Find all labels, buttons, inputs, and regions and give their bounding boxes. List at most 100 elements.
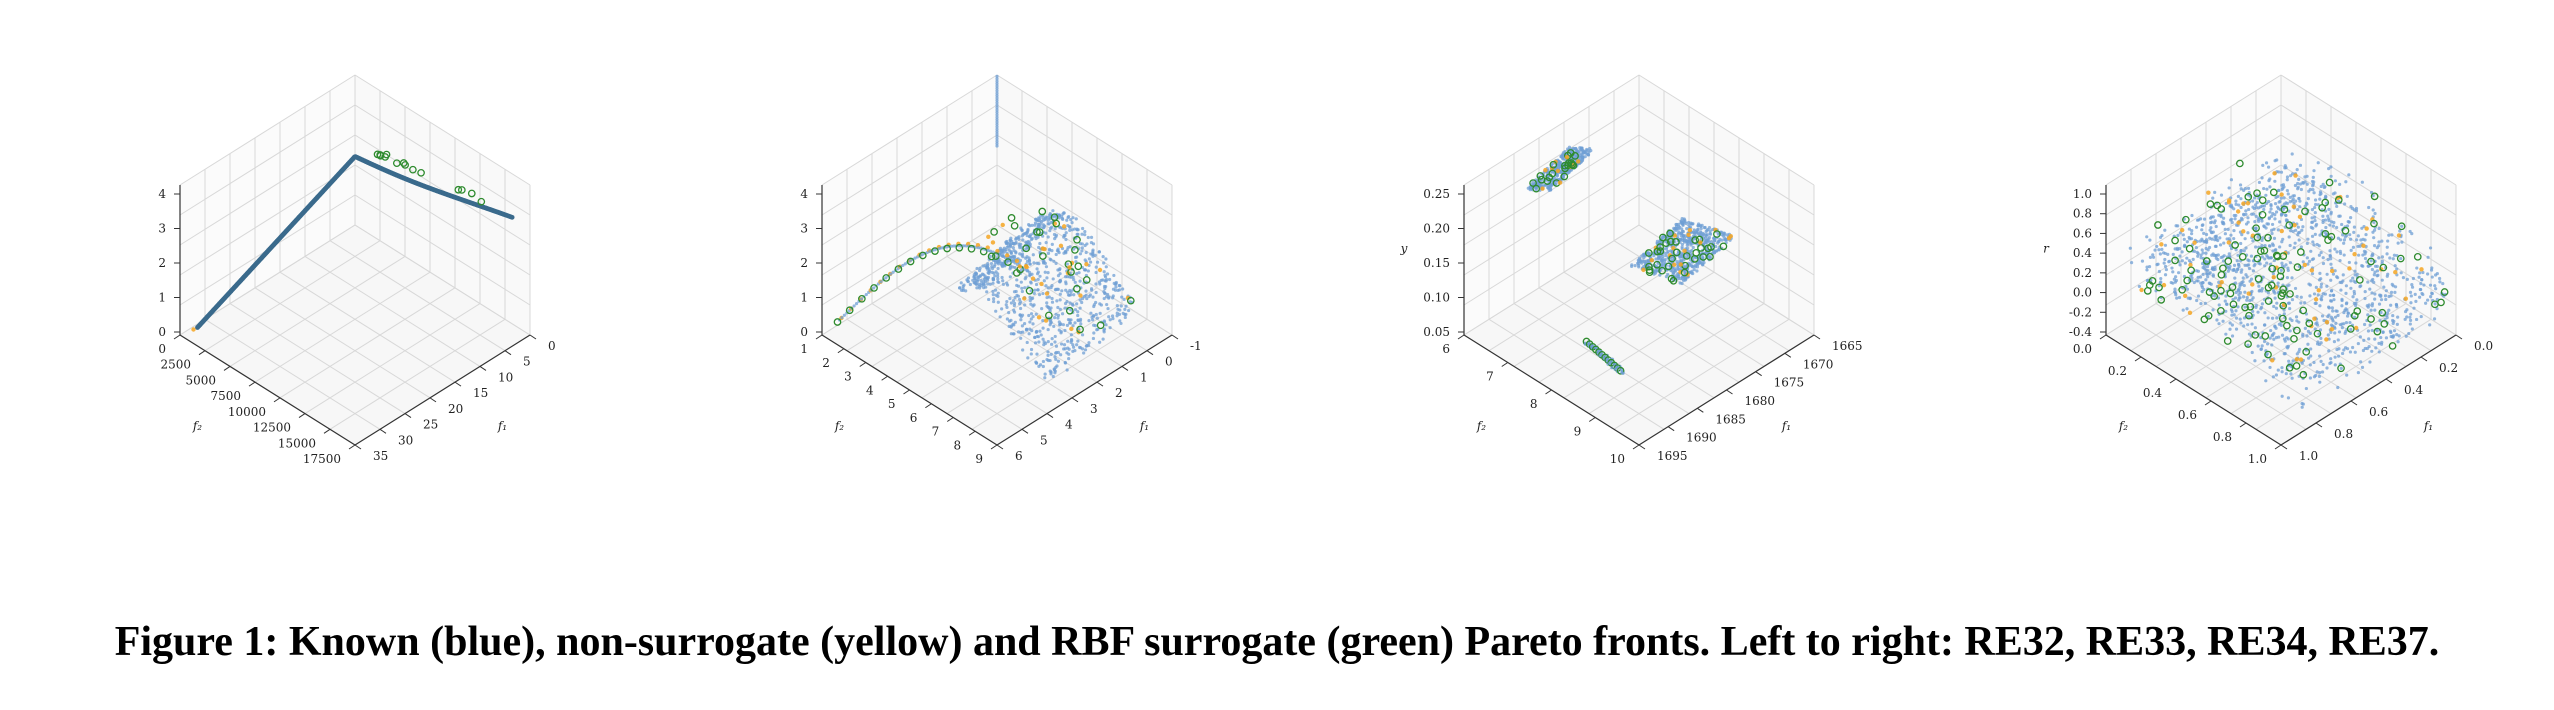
rbf-surrogate-point — [906, 257, 915, 266]
non-surrogate-point — [1014, 258, 1020, 264]
known-point — [1682, 217, 1686, 221]
known-point — [1084, 344, 1088, 348]
known-point — [2247, 207, 2251, 212]
known-point — [1020, 313, 1025, 317]
non-surrogate-point — [2293, 173, 2298, 178]
rbf-surrogate-point — [1713, 230, 1721, 238]
known-point — [962, 244, 966, 248]
known-point — [1019, 226, 1023, 230]
known-point — [1060, 312, 1065, 316]
z-tick-label: 1 — [158, 291, 166, 305]
known-point — [2344, 291, 2348, 295]
known-point — [2265, 187, 2269, 191]
x-tick — [2455, 334, 2463, 340]
non-surrogate-point — [2312, 316, 2317, 321]
known-point — [2242, 316, 2247, 320]
known-point — [2177, 295, 2182, 300]
known-point — [2194, 246, 2198, 250]
known-point — [2209, 226, 2213, 230]
z-tick-label: 0.0 — [2073, 286, 2092, 300]
y-tick — [1545, 389, 1552, 395]
known-point — [1085, 242, 1089, 246]
y-tick-label: 7 — [1486, 370, 1494, 384]
known-point — [1083, 268, 1087, 272]
rbf-surrogate-point — [1568, 160, 1577, 169]
known-point — [2318, 233, 2322, 237]
rbf-surrogate-point — [2373, 327, 2382, 336]
known-point — [1016, 236, 1020, 240]
known-point — [1047, 247, 1052, 252]
known-point — [1053, 340, 1057, 344]
known-point — [1676, 262, 1680, 266]
known-point — [2312, 243, 2316, 247]
back-pane-right — [2281, 75, 2456, 335]
known-point — [1613, 367, 1617, 371]
known-point — [2268, 365, 2272, 370]
rbf-surrogate-point — [1658, 266, 1667, 275]
known-point — [2305, 241, 2309, 246]
rbf-surrogate-point — [392, 159, 401, 168]
known-point — [995, 144, 999, 148]
rbf-surrogate-point — [1664, 262, 1673, 271]
known-point — [1698, 260, 1703, 264]
known-point — [2288, 243, 2292, 248]
known-point — [2329, 360, 2333, 365]
y-tick-label: 7 — [932, 425, 940, 439]
known-point — [1111, 287, 1116, 291]
known-point — [1048, 369, 1052, 373]
known-point — [1052, 259, 1056, 263]
grid-line — [1638, 134, 1815, 246]
known-point — [2344, 302, 2349, 306]
known-point — [1610, 366, 1614, 370]
x-tick — [1784, 352, 1792, 358]
known-point — [2246, 343, 2250, 347]
grid-line — [896, 271, 1073, 383]
known-point — [2202, 287, 2206, 292]
known-point — [1068, 228, 1072, 232]
known-point — [2296, 225, 2300, 229]
rbf-surrogate-point — [2244, 340, 2252, 348]
known-point — [2280, 187, 2284, 191]
known-point — [1040, 307, 1044, 311]
known-point — [2137, 284, 2141, 289]
x-tick-label: -1 — [1190, 339, 1202, 353]
known-point — [2397, 334, 2401, 338]
known-point — [2370, 328, 2374, 333]
known-point — [1587, 147, 1592, 151]
known-point — [1568, 169, 1572, 173]
known-point — [2205, 268, 2210, 273]
known-point — [2316, 293, 2320, 297]
known-point — [2181, 233, 2185, 237]
known-point — [1113, 282, 1118, 286]
known-point — [2211, 273, 2215, 277]
known-point — [891, 270, 895, 274]
x-tick — [1121, 366, 1129, 371]
z-tick-label: 2 — [158, 256, 166, 270]
known-point — [2329, 165, 2333, 169]
known-point — [1681, 223, 1685, 227]
known-point — [1000, 250, 1004, 254]
known-point — [2294, 199, 2298, 203]
known-point — [1044, 240, 1048, 245]
known-point — [1023, 286, 1027, 290]
non-surrogate-point — [2246, 291, 2251, 296]
known-point — [1531, 180, 1535, 184]
y-tick — [298, 413, 306, 418]
known-point — [2268, 336, 2272, 340]
known-point — [2306, 196, 2310, 201]
known-point — [2198, 275, 2203, 279]
z-tick-label: 4 — [158, 187, 166, 201]
known-point — [2238, 183, 2243, 187]
known-point — [2312, 360, 2316, 365]
known-point — [840, 316, 844, 320]
known-point — [1092, 314, 1096, 318]
known-point — [2292, 246, 2296, 250]
known-point — [1078, 279, 1082, 283]
known-point — [2280, 370, 2284, 374]
known-point — [1683, 278, 1687, 282]
grid-line — [1463, 224, 1640, 336]
known-point — [995, 120, 999, 124]
known-point — [1059, 331, 1063, 335]
non-surrogate-point — [2364, 226, 2369, 231]
known-point — [1080, 249, 1084, 253]
